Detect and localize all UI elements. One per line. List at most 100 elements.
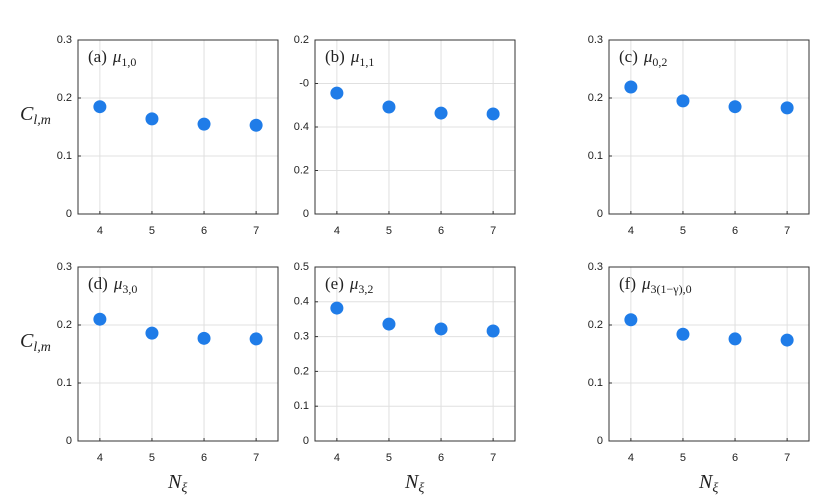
axes-box xyxy=(314,39,516,215)
x-tick-label: 4 xyxy=(334,452,340,464)
marker xyxy=(728,332,742,346)
y-tick-label: 0 xyxy=(66,435,72,447)
marker xyxy=(676,327,690,341)
y-tick-label: 0.3 xyxy=(57,34,72,46)
marker xyxy=(728,100,742,114)
y-tick-label: 0 xyxy=(303,435,309,447)
x-tick-label: 6 xyxy=(732,225,738,237)
marker xyxy=(780,333,794,347)
symbol: μ xyxy=(641,274,651,293)
x-tick-label: 4 xyxy=(97,225,103,237)
y-tick-label: 0.1 xyxy=(588,150,603,162)
y-tick-label: 0.3 xyxy=(294,331,309,343)
symbol: N xyxy=(167,471,183,493)
subscript: l,m xyxy=(33,340,51,355)
symbol: μ xyxy=(349,274,359,293)
symbol: μ xyxy=(350,47,360,66)
y-tick-label: 0 xyxy=(66,208,72,220)
x-tick-label: 5 xyxy=(386,225,392,237)
marker xyxy=(197,117,211,131)
panel-letter: (c) xyxy=(619,47,638,66)
subscript: 1,0 xyxy=(121,55,136,69)
x-tick-label: 6 xyxy=(732,452,738,464)
marker xyxy=(330,86,344,100)
marker xyxy=(330,301,344,315)
x-tick-label: 7 xyxy=(784,225,790,237)
marker xyxy=(197,331,211,345)
marker xyxy=(93,100,107,114)
panel-title: (a) μ1,0 xyxy=(88,47,136,69)
axes-box xyxy=(77,39,279,215)
subscript: 0,2 xyxy=(652,55,667,69)
marker xyxy=(676,94,690,108)
x-tick-label: 5 xyxy=(149,225,155,237)
symbol: N xyxy=(698,471,714,493)
axes-box xyxy=(608,266,810,442)
plot-area xyxy=(78,40,278,214)
y-tick-label: -0 xyxy=(299,77,309,89)
x-tick-label: 5 xyxy=(680,452,686,464)
x-tick-label: 5 xyxy=(680,225,686,237)
y-axis-label: Cl,m xyxy=(20,330,51,356)
symbol: μ xyxy=(643,47,653,66)
y-tick-label: 0.2 xyxy=(588,92,603,104)
panel-title: (c) μ0,2 xyxy=(619,47,667,69)
axes-box xyxy=(77,266,279,442)
marker xyxy=(486,324,500,338)
panel: 0 0.2 0.4 -0 0.2 4 5 6 7 (b) μ1,1 xyxy=(294,34,516,237)
y-tick-label: 0.2 xyxy=(57,92,72,104)
panel-letter: (f) xyxy=(619,274,636,293)
marker xyxy=(624,80,638,94)
marker xyxy=(145,112,159,126)
subscript: l,m xyxy=(33,113,51,128)
x-tick-label: 4 xyxy=(628,225,634,237)
marker xyxy=(382,317,396,331)
x-tick-label: 5 xyxy=(386,452,392,464)
y-tick-label: 0.1 xyxy=(294,400,309,412)
x-tick-label: 7 xyxy=(490,225,496,237)
panel: 0 0.1 0.2 0.3 4 5 6 7 (f) μ3(1−γ),0 Nξ xyxy=(588,261,810,497)
panel: 0 0.1 0.2 0.3 4 5 6 7 (c) μ0,2 xyxy=(588,34,810,237)
x-tick-label: 6 xyxy=(438,225,444,237)
subscript: ξ xyxy=(181,481,187,496)
subscript: ξ xyxy=(712,481,718,496)
x-tick-label: 5 xyxy=(149,452,155,464)
panel-title: (e) μ3,2 xyxy=(325,274,373,296)
marker xyxy=(434,322,448,336)
x-tick-label: 7 xyxy=(490,452,496,464)
y-tick-label: 0.1 xyxy=(588,377,603,389)
subscript: 3,2 xyxy=(358,282,373,296)
y-tick-label: 0.2 xyxy=(588,319,603,331)
x-tick-label: 4 xyxy=(334,225,340,237)
marker xyxy=(382,100,396,114)
y-tick-label: 0 xyxy=(303,208,309,220)
panel-title: (f) μ3(1−γ),0 xyxy=(619,274,692,296)
symbol: μ xyxy=(112,47,122,66)
symbol: N xyxy=(404,471,420,493)
x-axis-label: Nξ xyxy=(167,471,187,497)
plot-area xyxy=(78,267,278,441)
y-tick-label: 0.2 xyxy=(294,164,309,176)
axes-box xyxy=(608,39,810,215)
marker xyxy=(145,326,159,340)
panel-title: (d) μ3,0 xyxy=(88,274,137,296)
x-axis-label: Nξ xyxy=(698,471,718,497)
panel-title: (b) μ1,1 xyxy=(325,47,374,69)
y-tick-label: 0 xyxy=(597,208,603,220)
panel: 0 0.1 0.2 0.3 0.4 0.5 4 5 6 7 (e) μ3,2 Nξ xyxy=(294,261,516,496)
subscript: 1,1 xyxy=(359,55,374,69)
marker xyxy=(249,118,263,132)
symbol: μ xyxy=(113,274,123,293)
panel-letter: (d) xyxy=(88,274,108,293)
panel-letter: (b) xyxy=(325,47,345,66)
panel: 0 0.1 0.2 0.3 4 5 6 7 (d) μ3,0 Cl,m Nξ xyxy=(20,261,279,497)
x-tick-label: 4 xyxy=(97,452,103,464)
plot-area xyxy=(315,267,515,441)
panel: 0 0.1 0.2 0.3 4 5 6 7 (a) μ1,0 Cl,m xyxy=(20,34,279,237)
y-tick-label: 0.4 xyxy=(294,121,309,133)
panel-letter: (a) xyxy=(88,47,107,66)
marker xyxy=(624,313,638,327)
y-tick-label: 0.3 xyxy=(57,261,72,273)
